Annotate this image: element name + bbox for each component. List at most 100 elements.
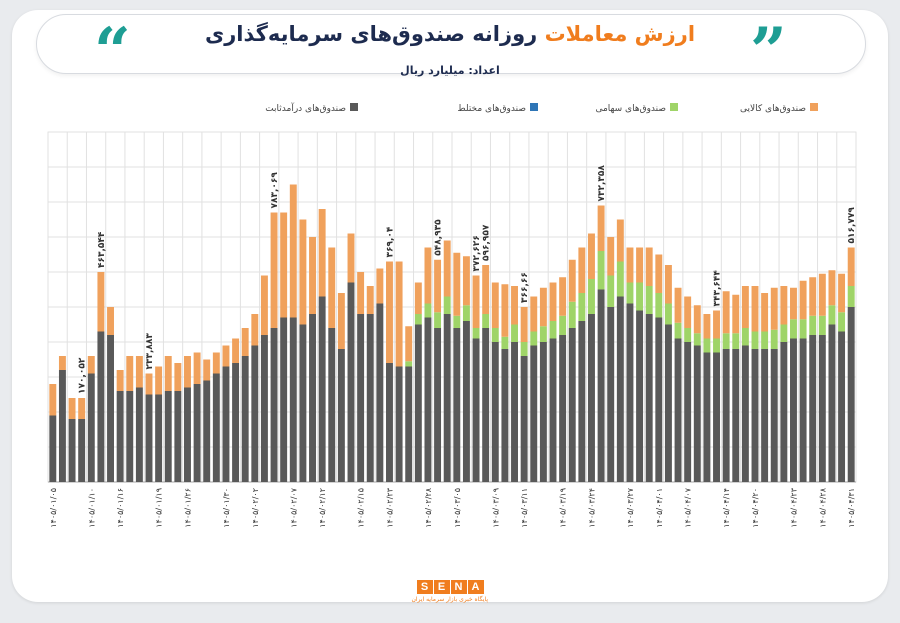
bar-segment-commodity (809, 277, 817, 316)
bar-segment-income (212, 373, 220, 482)
bar-segment-commodity (751, 286, 759, 332)
x-tick-label: ۱۴۰۵/۰۳/۰۹ (491, 488, 500, 528)
bar-segment-commodity (520, 307, 528, 342)
bar-segment-equity (674, 322, 682, 339)
bar-segment-income (501, 349, 509, 482)
bar-segment-income (443, 314, 451, 482)
stacked-bar-chart: صندوق‌های کالایی صندوق‌های سهامی صندوق‌های… (47, 102, 857, 528)
legend-swatch-commodity (810, 103, 818, 111)
bar-segment-income (135, 387, 143, 482)
bar-segment-commodity (414, 282, 422, 314)
bar-segment-commodity (270, 212, 278, 328)
bar-segment-income (818, 335, 826, 482)
bar-segment-equity (818, 315, 826, 335)
bar-segment-equity (568, 301, 576, 328)
bar-segment-income (626, 303, 634, 482)
bar-segment-income (655, 317, 663, 482)
bar-segment-equity (780, 324, 788, 342)
bar-segment-commodity (674, 287, 682, 323)
bar-segment-commodity (790, 287, 797, 320)
bar-segment-commodity (530, 296, 538, 332)
bar-segment-commodity (145, 373, 153, 395)
bar-segment-income (289, 317, 297, 482)
legend-swatch-equity (670, 103, 678, 111)
bar-segment-income (828, 324, 836, 482)
bar-segment-commodity (732, 294, 740, 334)
x-tick-label: ۱۴۰۵/۰۱/۳۰ (222, 488, 231, 528)
value-annotation: ۳۷۲,۶۲۶ (472, 235, 482, 271)
title-main: روزانه صندوق‌های سرمایه‌گذاری (204, 22, 538, 46)
value-annotation: ۱۷۰,۰۵۲ (78, 357, 88, 394)
bar-segment-equity (482, 314, 490, 328)
x-tick-label: ۱۴۰۵/۰۲/۲۳ (385, 487, 394, 527)
bar-segment-equity (761, 331, 769, 349)
bar-segment-equity (530, 331, 538, 346)
bar-segment-equity (655, 293, 663, 318)
bar-segment-commodity (126, 356, 134, 391)
x-tick-label: ۱۴۰۵/۰۲/۲۸ (424, 487, 433, 527)
bar-segment-income (722, 349, 730, 482)
bar-segment-commodity (655, 254, 663, 293)
legend-swatch-mixed (530, 103, 538, 111)
bar-segment-commodity (838, 273, 846, 313)
bar-segment-income (299, 324, 307, 482)
bar-segment-commodity (241, 328, 249, 356)
bar-segment-income (770, 349, 778, 482)
bar-segment-income (184, 387, 191, 482)
bar-segment-income (260, 335, 268, 482)
bar-segment-commodity (366, 286, 374, 314)
bar-segment-commodity (97, 272, 105, 332)
legend-item-equity: صندوق‌های سهامی (595, 103, 678, 114)
bar-segment-commodity (462, 256, 470, 306)
bar-segment-equity (626, 282, 634, 304)
bar-segment-income (511, 342, 518, 482)
bar-segment-commodity (78, 398, 86, 419)
bar-segment-income (664, 324, 672, 482)
bar-segment-commodity (828, 270, 836, 306)
bar-segment-income (732, 349, 740, 482)
bar-segment-income (193, 384, 201, 482)
legend-label-equity: صندوق‌های سهامی (595, 104, 666, 114)
legend-label-commodity: صندوق‌های کالایی (740, 104, 806, 114)
bar-segment-equity (549, 321, 557, 339)
bar-segment-income (78, 419, 86, 482)
bar-segment-equity (645, 286, 653, 314)
bar-segment-equity (588, 279, 595, 314)
bar-segment-commodity (107, 307, 114, 335)
bar-segment-income (309, 314, 316, 482)
bar-segment-commodity (405, 326, 413, 362)
bar-segment-commodity (164, 356, 172, 391)
bar-segment-commodity (184, 356, 191, 388)
x-tick-label: ۱۴۰۵/۰۱/۱۹ (155, 488, 164, 528)
bar-segment-commodity (472, 275, 480, 328)
x-tick-label: ۱۴۰۵/۰۴/۲۸ (818, 487, 827, 527)
bar-segment-commodity (539, 287, 547, 327)
bar-segment-commodity (761, 293, 769, 332)
bar-segment-commodity (434, 259, 442, 313)
value-annotation: ۳۶۶,۶۶ (520, 272, 530, 303)
bar-segment-equity (559, 315, 567, 335)
bar-segment-income (155, 394, 163, 482)
bar-segment-income (395, 366, 403, 482)
bar-segment-equity (828, 305, 836, 325)
bar-segment-income (453, 328, 461, 482)
bar-segment-equity (443, 296, 451, 314)
bar-segment-commodity (395, 261, 403, 367)
bar-segment-income (799, 338, 807, 482)
title-accent: ارزش معاملات (544, 22, 696, 46)
bar-segment-commodity (818, 273, 826, 316)
bar-segment-equity (578, 293, 586, 321)
value-annotation: ۴۶۳,۵۴۴ (97, 231, 107, 268)
legend-label-income: صندوق‌های درآمدثابت (265, 102, 346, 114)
bar-segment-equity (424, 303, 432, 318)
value-annotation: ۳۶۹,۰۴ (385, 226, 395, 257)
bar-segment-equity (491, 328, 499, 342)
bar-segment-income (684, 342, 692, 482)
logo-tagline: پایگاه خبری بازار سرمایه ایران (411, 596, 488, 603)
page-title: ارزش معاملات روزانه صندوق‌های سرمایه‌گذا… (0, 22, 900, 46)
x-tick-label: ۱۴۰۵/۰۳/۱۹ (559, 488, 568, 528)
value-annotation: ۵۴۸,۹۳۵ (434, 219, 444, 256)
bar-segment-commodity (799, 280, 807, 320)
x-tick-label: ۱۴۰۵/۰۴/۲۰ (751, 488, 760, 528)
